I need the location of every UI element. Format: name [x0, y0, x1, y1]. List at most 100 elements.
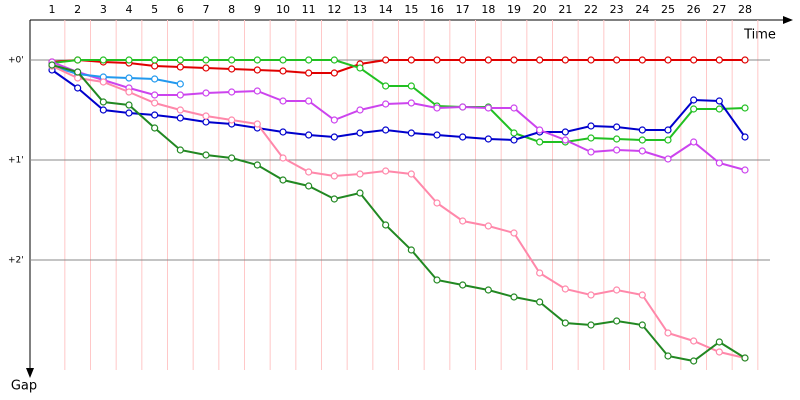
point — [125, 56, 133, 64]
point — [741, 133, 749, 141]
point — [228, 56, 236, 64]
point — [741, 166, 749, 174]
point — [253, 56, 261, 64]
point — [561, 128, 569, 136]
point — [433, 199, 441, 207]
point — [459, 281, 467, 289]
point — [356, 170, 364, 178]
point — [305, 182, 313, 190]
point — [741, 354, 749, 362]
point — [125, 74, 133, 82]
point — [664, 329, 672, 337]
point — [741, 104, 749, 112]
y-tick-label: +0' — [8, 56, 24, 66]
point — [664, 136, 672, 144]
series-line — [51, 59, 746, 143]
x-tick-label: 14 — [379, 3, 393, 16]
point — [330, 116, 338, 124]
series-line — [51, 58, 745, 74]
x-tick-label: 16 — [430, 3, 444, 16]
point — [176, 106, 184, 114]
point — [279, 176, 287, 184]
point — [99, 98, 107, 106]
series-line — [51, 65, 181, 85]
point — [356, 129, 364, 137]
point — [330, 133, 338, 141]
point — [176, 56, 184, 64]
series-line — [51, 64, 746, 363]
point — [484, 222, 492, 230]
x-tick-label: 8 — [228, 3, 235, 16]
x-tick-label: 17 — [456, 3, 470, 16]
y-tick-label: +1' — [8, 156, 24, 166]
x-axis-label: Time — [743, 28, 776, 43]
point — [228, 88, 236, 96]
point — [99, 78, 107, 86]
point — [202, 118, 210, 126]
point — [125, 88, 133, 96]
point — [510, 129, 518, 137]
point — [536, 56, 544, 64]
point — [382, 100, 390, 108]
point — [561, 56, 569, 64]
point — [202, 89, 210, 97]
point — [510, 293, 518, 301]
x-axis-arrow — [783, 16, 793, 24]
point — [253, 66, 261, 74]
point — [382, 126, 390, 134]
point — [305, 56, 313, 64]
point — [690, 56, 698, 64]
point — [407, 246, 415, 254]
point — [407, 99, 415, 107]
point — [305, 97, 313, 105]
x-tick-label: 26 — [687, 3, 701, 16]
point — [690, 337, 698, 345]
point — [459, 133, 467, 141]
y-axis-arrow — [26, 368, 34, 378]
point — [305, 69, 313, 77]
point — [151, 99, 159, 107]
point — [407, 56, 415, 64]
point — [715, 338, 723, 346]
y-tick-label: +2' — [8, 256, 24, 266]
point — [613, 135, 621, 143]
point — [99, 106, 107, 114]
point — [587, 148, 595, 156]
point — [433, 56, 441, 64]
point — [536, 269, 544, 277]
point — [176, 63, 184, 71]
point — [536, 126, 544, 134]
point — [176, 80, 184, 88]
point — [330, 172, 338, 180]
point — [484, 135, 492, 143]
point — [484, 286, 492, 294]
x-tick-label: 12 — [327, 3, 341, 16]
point — [638, 126, 646, 134]
point — [715, 348, 723, 356]
point — [125, 101, 133, 109]
point — [356, 189, 364, 197]
point — [433, 131, 441, 139]
point — [228, 154, 236, 162]
point — [484, 104, 492, 112]
point — [253, 161, 261, 169]
point — [228, 116, 236, 124]
point — [279, 128, 287, 136]
point — [587, 291, 595, 299]
point — [587, 56, 595, 64]
point — [330, 56, 338, 64]
x-tick-label: 28 — [738, 3, 752, 16]
point — [99, 56, 107, 64]
point — [459, 217, 467, 225]
point — [690, 105, 698, 113]
point — [690, 96, 698, 104]
x-tick-label: 11 — [302, 3, 316, 16]
point — [151, 91, 159, 99]
x-tick-label: 6 — [177, 3, 184, 16]
point — [74, 56, 82, 64]
point — [510, 56, 518, 64]
x-tick-label: 18 — [481, 3, 495, 16]
point — [690, 357, 698, 365]
point — [253, 120, 261, 128]
